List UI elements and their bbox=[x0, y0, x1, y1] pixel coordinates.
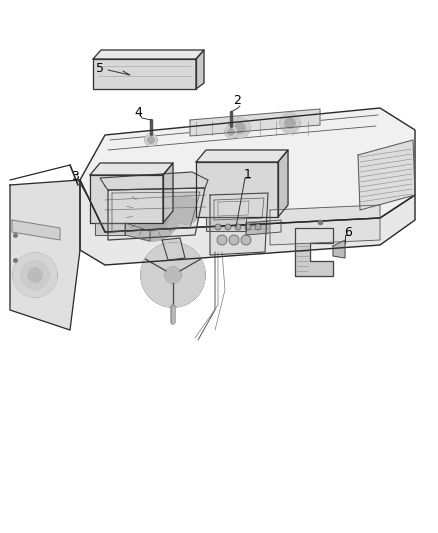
Polygon shape bbox=[246, 220, 281, 235]
Polygon shape bbox=[100, 172, 208, 190]
Bar bbox=[169, 50, 177, 55]
Text: 4: 4 bbox=[134, 106, 142, 118]
Polygon shape bbox=[333, 240, 345, 258]
Text: 5: 5 bbox=[96, 61, 104, 75]
Polygon shape bbox=[230, 118, 250, 138]
Polygon shape bbox=[112, 192, 200, 232]
Circle shape bbox=[245, 224, 251, 230]
Polygon shape bbox=[270, 205, 380, 245]
Polygon shape bbox=[280, 113, 300, 133]
Polygon shape bbox=[235, 123, 245, 133]
Polygon shape bbox=[228, 129, 234, 135]
Polygon shape bbox=[196, 162, 278, 217]
Polygon shape bbox=[90, 175, 163, 223]
Polygon shape bbox=[93, 59, 196, 89]
Bar bbox=[109, 50, 117, 55]
Polygon shape bbox=[80, 180, 415, 265]
Polygon shape bbox=[13, 253, 57, 297]
Polygon shape bbox=[141, 243, 205, 307]
Polygon shape bbox=[163, 163, 173, 223]
Polygon shape bbox=[93, 50, 204, 59]
Polygon shape bbox=[12, 220, 60, 240]
Circle shape bbox=[217, 235, 227, 245]
Polygon shape bbox=[28, 268, 42, 282]
Polygon shape bbox=[21, 261, 49, 289]
Bar bbox=[183, 50, 191, 55]
Polygon shape bbox=[210, 193, 268, 255]
Polygon shape bbox=[124, 185, 180, 241]
Bar bbox=[153, 50, 161, 55]
Polygon shape bbox=[218, 201, 249, 216]
Text: 1: 1 bbox=[244, 168, 252, 182]
Bar bbox=[97, 62, 113, 80]
Circle shape bbox=[225, 224, 231, 230]
Circle shape bbox=[241, 235, 251, 245]
Circle shape bbox=[235, 224, 241, 230]
Polygon shape bbox=[285, 118, 295, 128]
Polygon shape bbox=[80, 108, 415, 232]
Text: 3: 3 bbox=[71, 171, 79, 183]
Polygon shape bbox=[358, 140, 415, 210]
Polygon shape bbox=[134, 195, 170, 231]
Polygon shape bbox=[90, 163, 173, 175]
Circle shape bbox=[215, 224, 221, 230]
Polygon shape bbox=[95, 223, 125, 235]
Polygon shape bbox=[214, 198, 264, 220]
Polygon shape bbox=[125, 223, 150, 241]
Bar bbox=[123, 50, 131, 55]
Polygon shape bbox=[196, 150, 288, 162]
Polygon shape bbox=[278, 150, 288, 217]
Circle shape bbox=[255, 224, 261, 230]
Text: 6: 6 bbox=[344, 225, 352, 238]
Polygon shape bbox=[10, 180, 80, 330]
Polygon shape bbox=[225, 126, 237, 138]
Circle shape bbox=[229, 235, 239, 245]
Polygon shape bbox=[108, 188, 205, 240]
Polygon shape bbox=[148, 137, 154, 143]
Polygon shape bbox=[162, 238, 185, 260]
Polygon shape bbox=[295, 228, 333, 276]
Polygon shape bbox=[145, 134, 157, 146]
Polygon shape bbox=[172, 196, 200, 224]
Polygon shape bbox=[206, 217, 246, 231]
Polygon shape bbox=[190, 109, 320, 136]
Text: 2: 2 bbox=[233, 93, 241, 107]
Bar bbox=[139, 50, 147, 55]
Polygon shape bbox=[196, 50, 204, 89]
Polygon shape bbox=[165, 267, 181, 283]
